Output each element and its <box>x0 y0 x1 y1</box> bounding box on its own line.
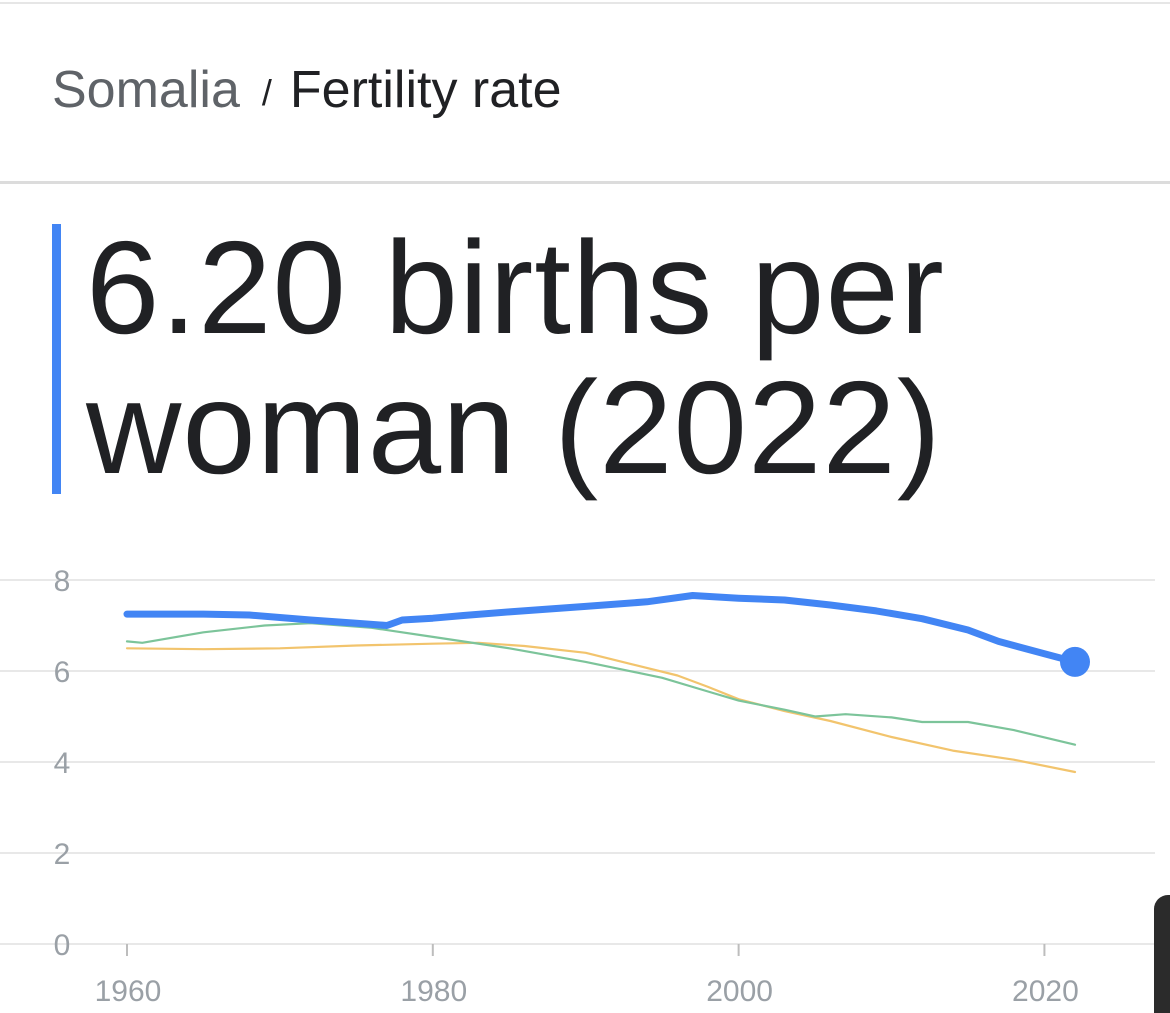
fertility-rate-line-chart[interactable]: 0 2 4 6 8 1960 1980 2000 2020 <box>0 540 1170 1013</box>
header-divider <box>0 181 1170 184</box>
breadcrumb-separator: / <box>261 72 272 113</box>
headline-line-1: 6.20 births per <box>86 214 945 361</box>
y-tick-label-4: 4 <box>54 747 71 780</box>
series-line-1 <box>123 592 1079 666</box>
x-tick-label-1960: 1960 <box>95 975 162 1008</box>
breadcrumb-country-link[interactable]: Somalia <box>52 61 240 119</box>
series-line-3 <box>125 641 1077 774</box>
y-tick-label-0: 0 <box>54 929 71 962</box>
top-divider <box>0 2 1170 4</box>
x-tick-label-2020: 2020 <box>1012 975 1079 1008</box>
breadcrumb: Somalia / Fertility rate <box>52 58 562 127</box>
series-line-2 <box>125 622 1077 746</box>
x-tick-label-2000: 2000 <box>706 975 773 1008</box>
device-edge <box>1154 895 1170 1013</box>
y-tick-label-8: 8 <box>54 565 71 598</box>
headline-accent-bar <box>52 224 61 494</box>
y-tick-label-2: 2 <box>54 838 71 871</box>
y-tick-label-6: 6 <box>54 656 71 689</box>
latest-value-marker[interactable] <box>1060 646 1090 677</box>
headline-line-2: woman (2022) <box>86 354 942 501</box>
breadcrumb-metric: Fertility rate <box>289 61 562 119</box>
headline-value: 6.20 births per woman (2022) <box>86 218 1146 498</box>
x-tick-label-1980: 1980 <box>400 975 467 1008</box>
